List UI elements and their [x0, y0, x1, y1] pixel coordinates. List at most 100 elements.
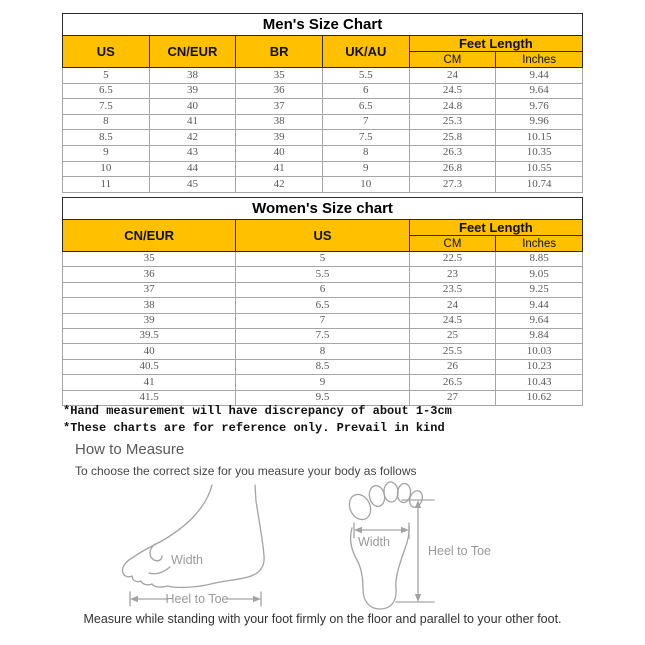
table-cell: 39	[235, 129, 323, 146]
womens-col-header-cn-eur: CN/EUR	[61, 219, 237, 252]
table-row: 11 45 42 10 27.3 10.74	[62, 176, 583, 193]
mens-table-body: 5 38 35 5.5 24 9.44 6.5 39 36 6 24.5 9.64 7.5 40 37 6.5…	[62, 67, 583, 193]
toe-detail-line	[149, 543, 163, 562]
arrow-down-icon	[414, 594, 422, 602]
table-cell: 10.62	[495, 389, 583, 406]
how-to-measure-subtitle: To choose the correct size for you measu…	[75, 464, 417, 478]
table-cell: 6.5	[62, 82, 150, 100]
table-cell: 26.8	[408, 160, 497, 178]
table-cell: 26.5	[408, 374, 497, 391]
table-cell: 42	[235, 176, 323, 193]
table-cell: 24	[408, 297, 497, 314]
table-cell: 10.35	[495, 144, 583, 162]
table-cell: 9.44	[495, 297, 583, 314]
table-row: 39.5 7.5 25 9.84	[61, 327, 583, 345]
womens-col-header-us: US	[235, 219, 410, 252]
table-cell: 9.96	[495, 113, 583, 131]
table-cell: 42	[148, 129, 237, 146]
table-cell: 41	[235, 160, 323, 178]
table-cell: 6	[321, 82, 410, 100]
table-cell: 7.5	[321, 129, 410, 146]
table-row: 5 38 35 5.5 24 9.44	[62, 67, 583, 84]
womens-size-table: Women's Size chart CN/EUR US Feet Length…	[61, 197, 584, 406]
table-cell: 24.5	[408, 312, 497, 329]
table-cell: 38	[148, 67, 237, 84]
table-cell: 9.05	[495, 266, 583, 283]
table-cell: 9.84	[495, 327, 583, 345]
table-cell: 5	[62, 67, 150, 84]
table-cell: 24.8	[408, 98, 497, 115]
table-row: 40 8 25.5 10.03	[61, 343, 583, 360]
table-cell: 39	[148, 82, 237, 100]
table-cell: 11	[62, 176, 150, 193]
table-cell: 8	[321, 144, 410, 162]
how-to-measure-title: How to Measure	[75, 441, 185, 458]
table-cell: 7.5	[235, 327, 410, 345]
table-cell: 9.76	[495, 98, 583, 115]
table-cell: 41	[148, 113, 237, 131]
table-cell: 25.5	[408, 343, 497, 360]
table-cell: 8.5	[235, 358, 410, 376]
table-cell: 9	[62, 144, 150, 162]
table-cell: 10	[321, 176, 410, 193]
table-cell: 9.64	[495, 82, 583, 100]
foot-sole-outline-line	[350, 525, 410, 610]
womens-col-header-cm: CM	[408, 235, 497, 252]
table-cell: 27	[408, 389, 497, 406]
table-cell: 8.85	[495, 250, 583, 268]
table-cell: 38	[61, 297, 237, 314]
table-cell: 8	[235, 343, 410, 360]
table-cell: 9	[235, 374, 410, 391]
toe-shape	[383, 481, 399, 503]
mens-col-header-uk-au: UK/AU	[321, 35, 410, 68]
mens-size-table: Men's Size Chart US CN/EUR BR UK/AU Feet…	[62, 13, 584, 193]
table-cell: 40.5	[61, 358, 237, 376]
table-row: 41.5 9.5 27 10.62	[61, 389, 583, 406]
mens-col-header-cm: CM	[408, 51, 497, 68]
table-cell: 9.5	[235, 389, 410, 406]
table-row: 40.5 8.5 26 10.23	[61, 358, 583, 376]
table-cell: 39.5	[61, 327, 237, 345]
table-cell: 26.3	[408, 144, 497, 162]
toe-shape	[396, 482, 412, 504]
womens-col-header-inches: Inches	[495, 235, 583, 252]
foot-sole-diagram: Width Heel to Toe	[336, 478, 501, 613]
table-row: 10 44 41 9 26.8 10.55	[62, 160, 583, 178]
table-row: 41 9 26.5 10.43	[61, 374, 583, 391]
table-cell: 35	[61, 250, 237, 268]
table-row: 9 43 40 8 26.3 10.35	[62, 144, 583, 162]
table-cell: 6.5	[321, 98, 410, 115]
table-cell: 43	[148, 144, 237, 162]
side-heel-to-toe-label: Heel to Toe	[165, 592, 228, 606]
mens-col-header-cn-eur: CN/EUR	[148, 35, 237, 68]
table-cell: 36	[61, 266, 237, 283]
table-row: 39 7 24.5 9.64	[61, 312, 583, 329]
sole-heel-to-toe-label: Heel to Toe	[428, 544, 491, 558]
footnote-line: *Hand measurement will have discrepancy …	[63, 404, 452, 418]
table-cell: 9	[321, 160, 410, 178]
arrow-right-icon	[401, 526, 409, 534]
womens-table-body: 35 5 22.5 8.85 36 5.5 23 9.05 37 6 23.5 9.25 38 6.5 24…	[61, 250, 583, 406]
table-row: 6.5 39 36 6 24.5 9.64	[62, 82, 583, 100]
table-cell: 10.23	[495, 358, 583, 376]
mens-table-title: Men's Size Chart	[62, 13, 583, 36]
table-cell: 5.5	[321, 67, 410, 84]
table-cell: 25.8	[408, 129, 497, 146]
big-toe-shape	[348, 493, 372, 521]
table-cell: 36	[235, 82, 323, 100]
table-cell: 22.5	[408, 250, 497, 268]
table-cell: 7	[321, 113, 410, 131]
toe-shape	[409, 490, 423, 508]
table-cell: 27.3	[408, 176, 497, 193]
arrow-left-icon	[354, 526, 362, 534]
table-cell: 24	[408, 67, 497, 84]
table-row: 38 6.5 24 9.44	[61, 297, 583, 314]
table-cell: 35	[235, 67, 323, 84]
table-cell: 10.55	[495, 160, 583, 178]
table-cell: 24.5	[408, 82, 497, 100]
table-row: 7.5 40 37 6.5 24.8 9.76	[62, 98, 583, 115]
table-cell: 7.5	[62, 98, 150, 115]
table-cell: 40	[148, 98, 237, 115]
mens-col-header-feet-length: Feet Length	[408, 35, 584, 52]
